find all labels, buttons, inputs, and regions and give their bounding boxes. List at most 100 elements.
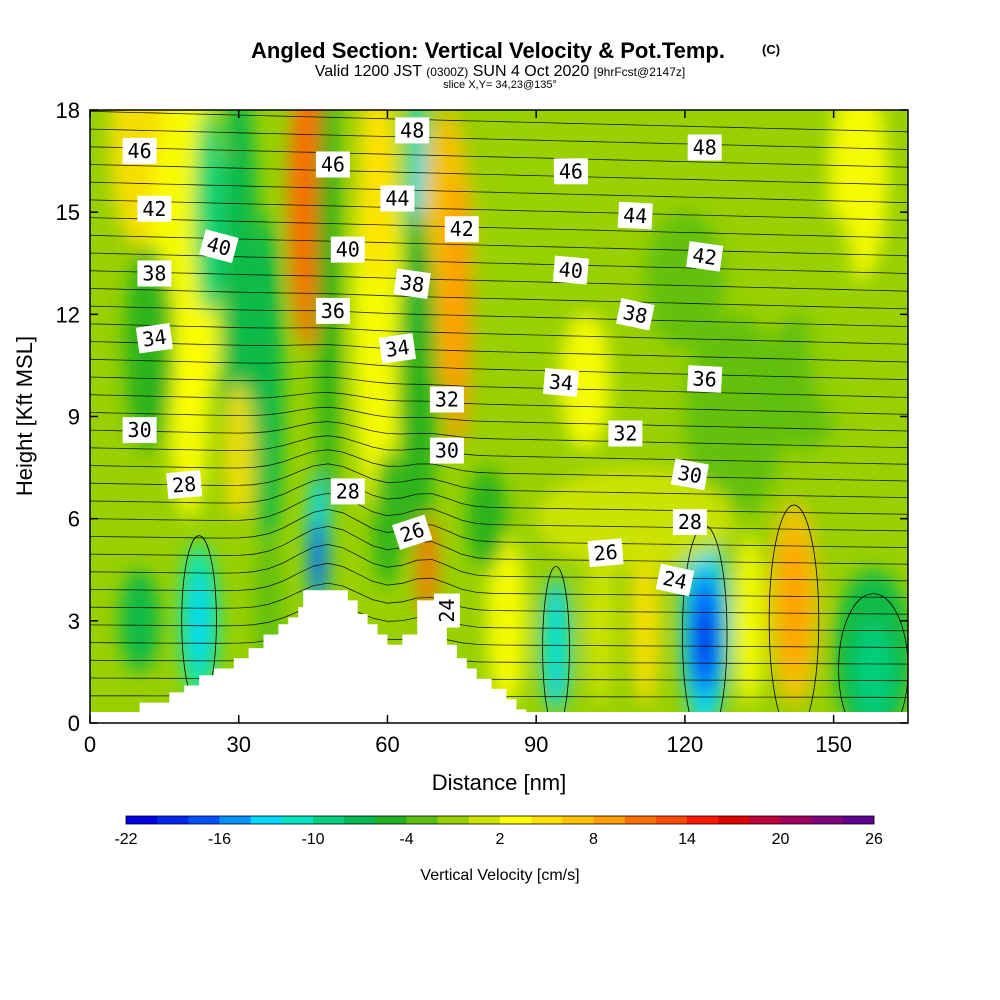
colorbar-swatch (219, 816, 251, 824)
isentrope-line (90, 603, 908, 632)
contour-label-text: 26 (593, 540, 619, 566)
velocity-cell (372, 450, 403, 587)
colorbar-swatch (687, 816, 719, 824)
contour-label: 32 (608, 420, 643, 447)
velocity-cell (684, 314, 785, 519)
plot-area: 46 42 40 38 34 30 28 48 46 44 40 42 38 36 34 32 30 28 26 24… (90, 110, 908, 723)
contour-label: 36 (315, 297, 350, 324)
isentrope-line (90, 508, 908, 548)
contour-label-text: 36 (692, 366, 717, 391)
x-tick-label: 120 (667, 732, 704, 757)
isentrope-line (90, 463, 908, 498)
contour-label-text: 38 (399, 270, 426, 297)
contour-label-bg (672, 509, 707, 536)
colorbar-tick-label: -4 (399, 831, 413, 848)
velocity-cell (486, 535, 527, 706)
colorbar-tick-label: 8 (589, 831, 598, 848)
colorbar-swatch (126, 816, 158, 824)
x-tick-label: 0 (84, 732, 96, 757)
isentrope-line (90, 406, 908, 432)
contour-label: 30 (429, 437, 464, 464)
colorbar-swatch (593, 816, 625, 824)
velocity-cell (441, 178, 472, 451)
contour-label-bg (378, 333, 417, 364)
isentrope-line (90, 477, 908, 515)
isentrope-line (90, 543, 908, 582)
contour-label-bg (315, 297, 350, 324)
colorbar-swatch (842, 816, 875, 824)
contour-label: 28 (672, 509, 707, 536)
contour-label-text: 38 (142, 262, 166, 286)
velocity-cell (853, 620, 894, 723)
contour-label-bg (166, 470, 203, 500)
title-mark: (C) (762, 42, 780, 57)
contour-label: 40 (199, 229, 239, 264)
isentrope-line (90, 449, 908, 482)
contour-label-bg (122, 137, 157, 164)
contour-label-bg (687, 365, 723, 393)
contour-label-bg (429, 437, 464, 464)
isentrope-line (90, 305, 908, 327)
y-tick-label: 9 (68, 405, 80, 430)
velocity-cell (781, 535, 807, 672)
isentrope-line (90, 146, 908, 168)
subtitle-valid: Valid 1200 JST (315, 63, 423, 80)
contour-label-bg (137, 260, 172, 287)
velocity-cell (397, 212, 438, 553)
contour-label: 32 (429, 386, 464, 413)
contour-label: 36 (687, 365, 723, 393)
isentrope-line (90, 181, 908, 203)
velocity-cell (253, 212, 284, 553)
contour-label: 42 (444, 216, 479, 243)
isentrope-line (90, 128, 908, 150)
contour-label-bg (587, 538, 624, 568)
x-tick-label: 60 (375, 732, 399, 757)
isentrope-line (90, 392, 908, 415)
isentrope-line (90, 217, 908, 239)
subtitle-date: SUN 4 Oct 2020 (473, 63, 590, 80)
contour-label: 26 (587, 538, 624, 568)
contour-label-text: 38 (621, 300, 650, 328)
velocity-cell (808, 212, 859, 417)
contour-label: 30 (122, 417, 157, 444)
contour-label-bg (670, 458, 709, 491)
velocity-cell (466, 467, 507, 570)
isentrope-line (90, 644, 908, 665)
isentrope-line (90, 323, 908, 345)
contour-label-bg (655, 563, 695, 597)
contour-label-text: 36 (321, 299, 345, 323)
colorbar-swatch (562, 816, 594, 824)
y-tick-label: 15 (56, 200, 80, 225)
contour-label: 38 (615, 298, 655, 331)
isentrope-line (90, 562, 908, 598)
x-tick-label: 90 (524, 732, 548, 757)
colorbar-swatch (188, 816, 220, 824)
contour-label: 42 (686, 241, 724, 272)
contour-label-text: 40 (336, 238, 360, 262)
contour-label-text: 40 (558, 257, 584, 283)
contour-label-bg (542, 367, 580, 397)
isentrope-closed (768, 504, 820, 723)
velocity-cell (194, 110, 224, 315)
contour-label-bg (433, 593, 460, 628)
isentrope-line (90, 341, 908, 363)
contour-label-text: 34 (141, 325, 168, 352)
colorbar-tick-label: -10 (301, 831, 324, 848)
colorbar-swatch (437, 816, 470, 824)
contour-label-bg (395, 117, 430, 144)
contour-label: 40 (552, 255, 589, 285)
colorbar-swatch (344, 816, 376, 824)
contour-label-bg (393, 268, 431, 299)
y-axis-label: Height [Kft MSL] (12, 336, 37, 496)
contour-label-text: 28 (678, 510, 702, 534)
colorbar-swatch (375, 816, 407, 824)
colorbar-tick-label: -16 (208, 831, 231, 848)
velocity-cell (585, 535, 616, 706)
contour-label-text: 44 (623, 203, 648, 228)
contour-label-bg (380, 185, 415, 212)
isentrope-line (90, 288, 908, 310)
contour-label-bg (608, 420, 643, 447)
contour-label-bg (615, 298, 655, 331)
